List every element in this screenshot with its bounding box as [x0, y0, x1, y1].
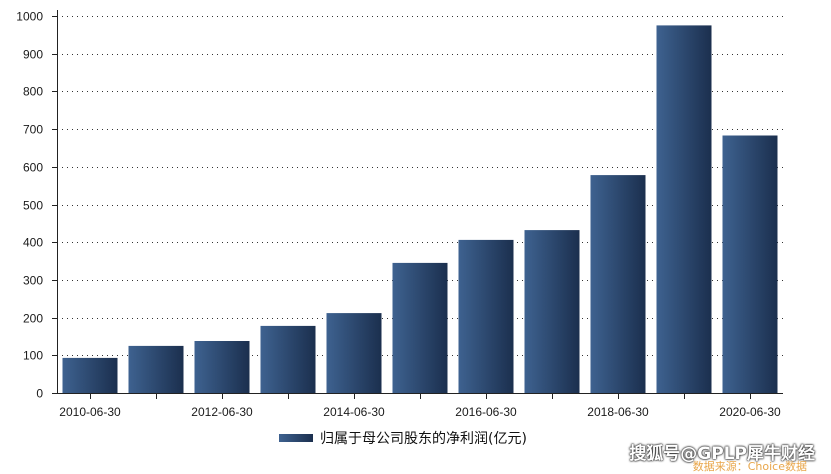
x-axis-ticks: 2010-06-30 2012-06-30 2014-06-30 2016-06-30…	[59, 393, 781, 419]
bar-2013-06-30	[260, 325, 316, 393]
legend: 归属于母公司股东的净利润(亿元)	[279, 430, 527, 447]
bar-2014-06-30	[326, 313, 382, 393]
bar-2010-06-30	[62, 357, 118, 393]
y-tick-label: 200	[23, 312, 43, 326]
y-tick-label: 100	[23, 349, 43, 363]
legend-swatch	[279, 434, 313, 442]
axes	[57, 10, 783, 394]
bar-2012-06-30	[194, 341, 250, 393]
watermark-source: 数据来源：Choice数据	[692, 460, 807, 473]
bar-2016-06-30	[458, 239, 514, 393]
bar-2018-06-30	[590, 175, 646, 393]
y-tick-label: 600	[23, 161, 43, 175]
y-tick-label: 400	[23, 236, 43, 250]
y-tick-label: 900	[23, 48, 43, 62]
bar-2019-06-30	[656, 25, 712, 394]
x-tick-label: 2010-06-30	[59, 405, 121, 419]
x-tick-label: 2018-06-30	[587, 405, 649, 419]
y-tick-label: 700	[23, 123, 43, 137]
bar-2017-06-30	[524, 230, 580, 393]
watermark-text: 搜狐号@GPLP犀牛财经	[629, 444, 815, 464]
y-tick-label: 300	[23, 274, 43, 288]
x-tick-label: 2012-06-30	[191, 405, 253, 419]
bar-2015-06-30	[392, 262, 448, 393]
x-tick-label: 2014-06-30	[323, 405, 385, 419]
bar-2020-06-30	[722, 135, 778, 393]
y-axis-ticks: 0 100 200 300 400 500 600 700 800 900 1000	[16, 10, 57, 401]
y-tick-label: 0	[36, 387, 43, 401]
x-tick-label: 2020-06-30	[719, 405, 781, 419]
y-tick-label: 500	[23, 199, 43, 213]
legend-label: 归属于母公司股东的净利润(亿元)	[320, 430, 527, 447]
x-tick-label: 2016-06-30	[455, 405, 517, 419]
y-tick-label: 1000	[16, 10, 43, 24]
bar-2011-06-30	[128, 345, 184, 393]
bars	[62, 25, 778, 394]
y-tick-label: 800	[23, 85, 43, 99]
